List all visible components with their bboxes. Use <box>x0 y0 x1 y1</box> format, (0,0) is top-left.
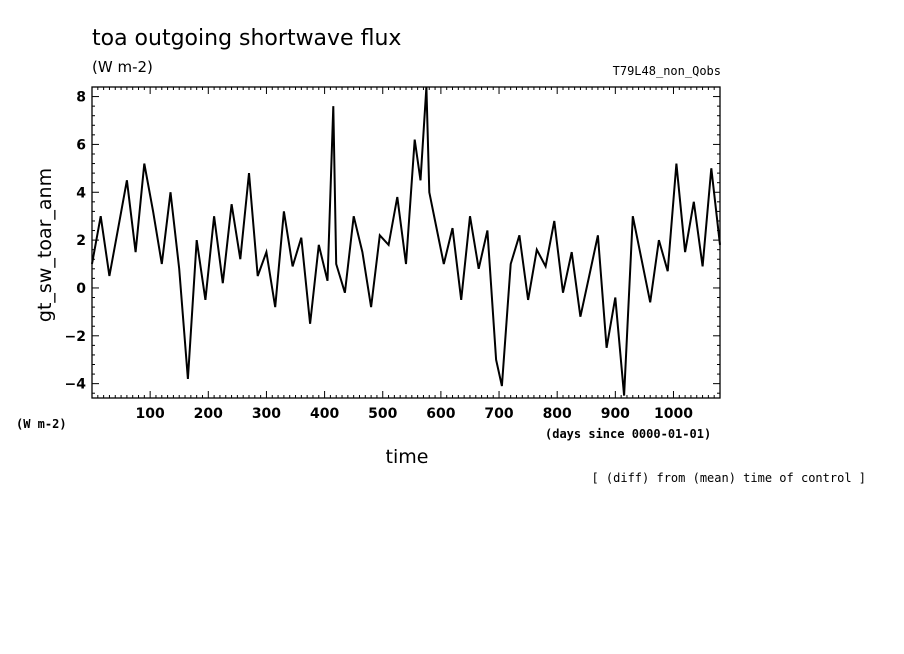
y-tick-label: 8 <box>76 90 86 106</box>
x-axis-label: time <box>386 446 429 468</box>
y-axis-label: gt_sw_toar_anm <box>34 168 56 322</box>
tick-labels: 100 200 300 400 500 600 700 800 900 1000 −4 −2 0 2 4 6 8 <box>65 90 694 422</box>
x-tick-label: 100 <box>136 406 165 422</box>
y-tick-label: 4 <box>76 185 86 201</box>
y-units-label: (W m-2) <box>16 417 67 431</box>
series-line <box>91 86 721 396</box>
y-tick-label: 2 <box>76 233 86 249</box>
x-tick-label: 300 <box>252 406 281 422</box>
x-tick-label: 200 <box>194 406 223 422</box>
x-tick-label: 900 <box>601 406 630 422</box>
x-tick-label: 700 <box>484 406 513 422</box>
x-tick-label: 800 <box>543 406 572 422</box>
y-tick-label: −4 <box>65 377 87 393</box>
x-tick-label: 1000 <box>654 406 693 422</box>
y-tick-label: −2 <box>65 329 86 345</box>
y-tick-label: 0 <box>76 281 86 297</box>
x-tick-label: 600 <box>426 406 455 422</box>
x-tick-label: 500 <box>368 406 397 422</box>
units-label: (W m-2) <box>92 58 153 76</box>
run-label: T79L48_non_Qobs <box>613 64 721 78</box>
footnote: [ (diff) from (mean) time of control ] <box>591 471 866 485</box>
plot-frame <box>91 86 721 399</box>
y-tick-label: 6 <box>76 137 86 153</box>
x-units-label: (days since 0000-01-01) <box>545 427 711 441</box>
series <box>91 86 721 396</box>
x-tick-label: 400 <box>310 406 339 422</box>
chart-title: toa outgoing shortwave flux <box>92 26 401 51</box>
